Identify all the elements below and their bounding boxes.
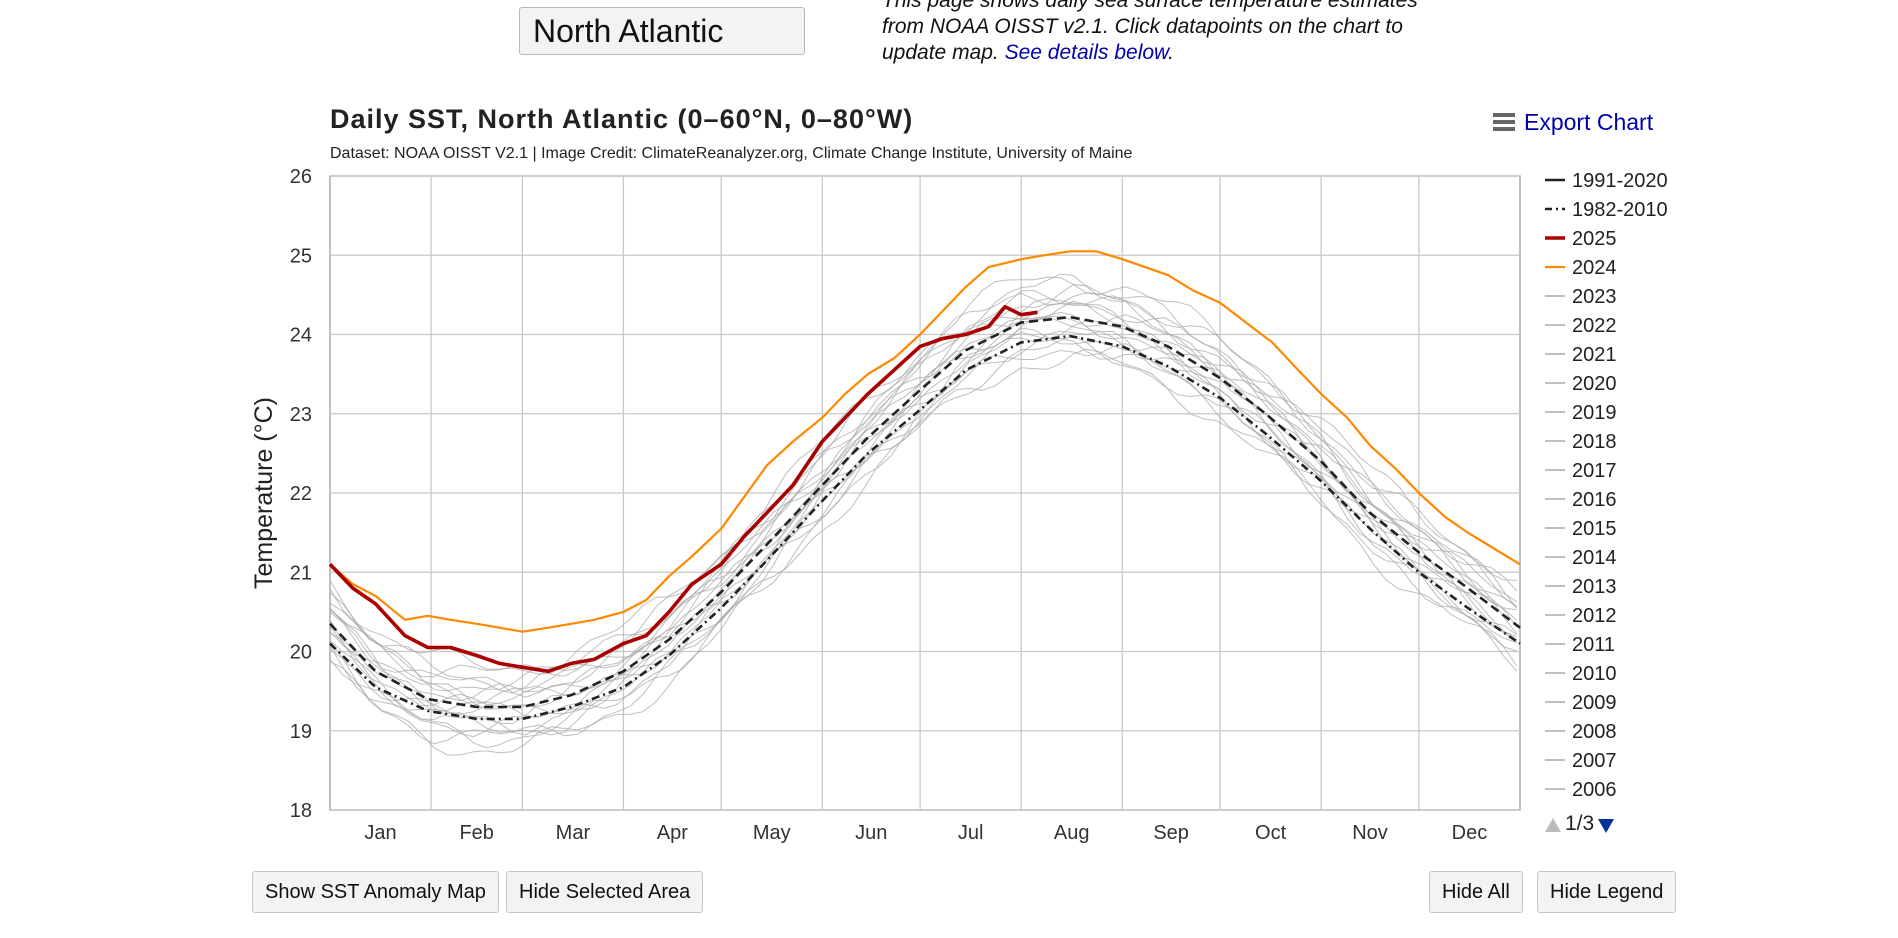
x-tick-label: Aug [1054, 822, 1090, 844]
past-year-line-2014 [329, 311, 1517, 715]
legend-item-1991-2020[interactable]: 1991-2020 [1572, 170, 1668, 192]
x-tick-label: Jun [855, 822, 887, 844]
y-axis-label: Temperature (°C) [250, 397, 278, 589]
legend-item-2015[interactable]: 2015 [1572, 518, 1617, 540]
y-tick-label: 26 [290, 166, 312, 188]
past-year-line-2013 [329, 314, 1517, 710]
legend-item-2011[interactable]: 2011 [1572, 634, 1615, 656]
legend-item-2012[interactable]: 2012 [1572, 605, 1617, 627]
past-year-line-2016 [329, 320, 1518, 725]
legend-item-2020[interactable]: 2020 [1572, 373, 1617, 395]
sst-chart[interactable]: Daily SST, North Atlantic (0–60°N, 0–80°… [0, 0, 1898, 860]
export-chart-button[interactable]: Export Chart [1524, 109, 1654, 135]
x-tick-label: Oct [1255, 822, 1287, 844]
past-year-line-2022 [329, 335, 1518, 745]
past-year-line-2020 [329, 343, 1517, 749]
legend-item-1982-2010[interactable]: 1982-2010 [1572, 199, 1668, 221]
y-tick-label: 19 [290, 721, 312, 743]
x-tick-label: Sep [1153, 822, 1189, 844]
hide-legend-button[interactable]: Hide Legend [1537, 871, 1677, 913]
legend-item-2008[interactable]: 2008 [1572, 721, 1617, 743]
legend-item-2021[interactable]: 2021 [1572, 344, 1617, 366]
legend-item-2009[interactable]: 2009 [1572, 692, 1617, 714]
legend-item-2023[interactable]: 2023 [1572, 286, 1617, 308]
intro-text: This page shows daily sea surface temper… [882, 0, 1442, 66]
intro-end: . [1168, 41, 1174, 64]
legend-next-icon[interactable] [1598, 819, 1614, 833]
legend-item-2010[interactable]: 2010 [1572, 663, 1617, 685]
legend-item-2013[interactable]: 2013 [1572, 576, 1617, 598]
legend-item-2019[interactable]: 2019 [1572, 402, 1617, 424]
past-year-line-2015 [329, 300, 1518, 713]
legend-item-2025[interactable]: 2025 [1572, 228, 1617, 250]
legend-item-2024[interactable]: 2024 [1572, 257, 1617, 279]
x-tick-label: May [753, 822, 791, 844]
legend-page-indicator: 1/3 [1565, 812, 1594, 835]
y-tick-label: 18 [290, 800, 312, 822]
intro-description: This page shows daily sea surface temper… [882, 0, 1418, 64]
see-details-link[interactable]: See details below [1004, 41, 1169, 64]
legend-item-2006[interactable]: 2006 [1572, 779, 1617, 801]
hide-all-button[interactable]: Hide All [1429, 871, 1523, 913]
y-tick-label: 25 [290, 245, 312, 267]
series-line-1991-2020 [329, 315, 1521, 709]
y-tick-label: 20 [290, 642, 312, 664]
y-tick-label: 22 [290, 483, 312, 505]
x-tick-label: Feb [459, 822, 493, 844]
show-anomaly-map-button[interactable]: Show SST Anomaly Map [252, 871, 499, 913]
x-tick-label: Nov [1352, 822, 1388, 844]
x-tick-label: Jan [364, 822, 396, 844]
past-year-line-2021 [329, 337, 1517, 736]
legend-prev-icon [1545, 818, 1561, 832]
y-tick-label: 24 [290, 325, 312, 347]
past-year-line-2006 [329, 276, 1517, 675]
legend-item-2022[interactable]: 2022 [1572, 315, 1617, 337]
past-year-line-2007 [329, 273, 1517, 678]
y-tick-label: 23 [290, 404, 312, 426]
series-line-2025 [328, 305, 1038, 674]
y-tick-label: 21 [290, 562, 312, 584]
hide-selected-area-button[interactable]: Hide Selected Area [506, 871, 704, 913]
past-year-line-2010 [329, 289, 1517, 698]
legend-item-2016[interactable]: 2016 [1572, 489, 1617, 511]
x-tick-label: Mar [556, 822, 591, 844]
x-tick-label: Dec [1452, 822, 1488, 844]
menu-icon [1493, 113, 1515, 131]
legend-item-2017[interactable]: 2017 [1572, 460, 1617, 482]
x-tick-label: Jul [958, 822, 984, 844]
legend-item-2007[interactable]: 2007 [1572, 750, 1617, 772]
region-select[interactable]: North Atlantic [519, 7, 805, 55]
chart-subtitle: Dataset: NOAA OISST V2.1 | Image Credit:… [330, 145, 1133, 162]
past-year-line-2018 [329, 316, 1517, 718]
past-year-line-2011 [329, 298, 1518, 702]
past-year-line-2017 [329, 327, 1517, 736]
past-year-line-2009 [329, 292, 1518, 694]
legend-item-2014[interactable]: 2014 [1572, 547, 1617, 569]
past-year-line-2019 [329, 330, 1517, 738]
legend-item-2018[interactable]: 2018 [1572, 431, 1617, 453]
x-tick-label: Apr [657, 822, 688, 844]
series-line-1982-2010 [329, 334, 1521, 721]
chart-title: Daily SST, North Atlantic (0–60°N, 0–80°… [330, 104, 913, 134]
past-year-line-2023 [329, 348, 1518, 756]
series-line-2024 [329, 250, 1521, 633]
